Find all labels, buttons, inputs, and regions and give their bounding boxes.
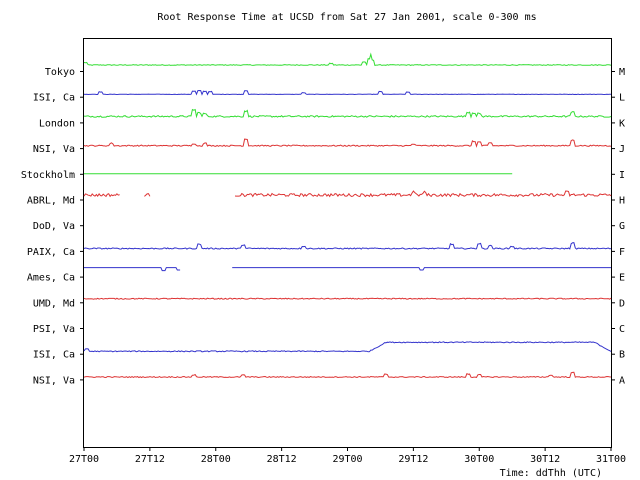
series-label: PAIX, Ca (27, 247, 75, 258)
series-letter: K (619, 118, 625, 129)
series-letter: L (619, 93, 625, 104)
x-axis-label: Time: ddThh (UTC) (500, 468, 602, 479)
series-letter: J (619, 144, 625, 155)
series-label: ABRL, Md (27, 196, 75, 207)
series-letter: A (619, 375, 625, 386)
series-line (84, 267, 181, 272)
x-tick-label: 29T12 (398, 454, 428, 465)
series-layer (83, 52, 612, 379)
series-label: PSI, Va (33, 324, 75, 335)
x-tick-label: 28T12 (267, 454, 297, 465)
x-tick-label: 27T12 (135, 454, 165, 465)
series-letter: D (619, 298, 625, 309)
series-label: Ames, Ca (27, 273, 75, 284)
series-line (83, 371, 612, 379)
x-tick-label: 30T00 (464, 454, 494, 465)
series-letter: I (619, 170, 625, 181)
x-tick-label: 31T00 (596, 454, 626, 465)
x-ticks: 27T00 27T12 28T00 28T12 29T00 29T12 30T00 30T12… (69, 447, 626, 465)
plot-frame (83, 38, 612, 448)
chart-title: Root Response Time at UCSD from Sat 27 J… (157, 12, 536, 23)
series-letter: E (619, 273, 625, 284)
series-label: NSI, Va (33, 144, 75, 155)
series-line (83, 297, 612, 300)
series-line (83, 341, 612, 353)
series-letter: B (619, 350, 625, 361)
right-letter-labels: M L K J I H G F E D C B A (611, 67, 625, 386)
series-letter: M (619, 67, 625, 78)
series-letter: H (619, 196, 625, 207)
x-tick-label: 27T00 (69, 454, 99, 465)
series-line (83, 108, 612, 119)
series-label: DoD, Va (33, 221, 75, 232)
x-tick-label: 30T12 (530, 454, 560, 465)
series-line (83, 52, 612, 67)
series-line (232, 267, 611, 271)
x-tick-label: 28T00 (201, 454, 231, 465)
series-label: ISI, Ca (33, 93, 75, 104)
series-label: UMD, Md (33, 298, 75, 309)
series-label: ISI, Ca (33, 350, 75, 361)
series-line (234, 190, 612, 198)
series-letter: C (619, 324, 625, 335)
series-line (83, 193, 120, 198)
series-label: London (39, 118, 75, 129)
series-label: NSI, Va (33, 375, 75, 386)
series-label: Stockholm (21, 170, 75, 181)
series-line (83, 89, 612, 96)
series-line (83, 242, 612, 250)
series-letter: G (619, 221, 625, 232)
series-line (83, 138, 612, 148)
y-labels: Tokyo ISI, Ca London NSI, Va Stockholm ABRL, … (21, 67, 84, 386)
series-label: Tokyo (45, 67, 75, 78)
x-tick-label: 29T00 (332, 454, 362, 465)
series-line (144, 193, 151, 197)
series-letter: F (619, 247, 625, 258)
